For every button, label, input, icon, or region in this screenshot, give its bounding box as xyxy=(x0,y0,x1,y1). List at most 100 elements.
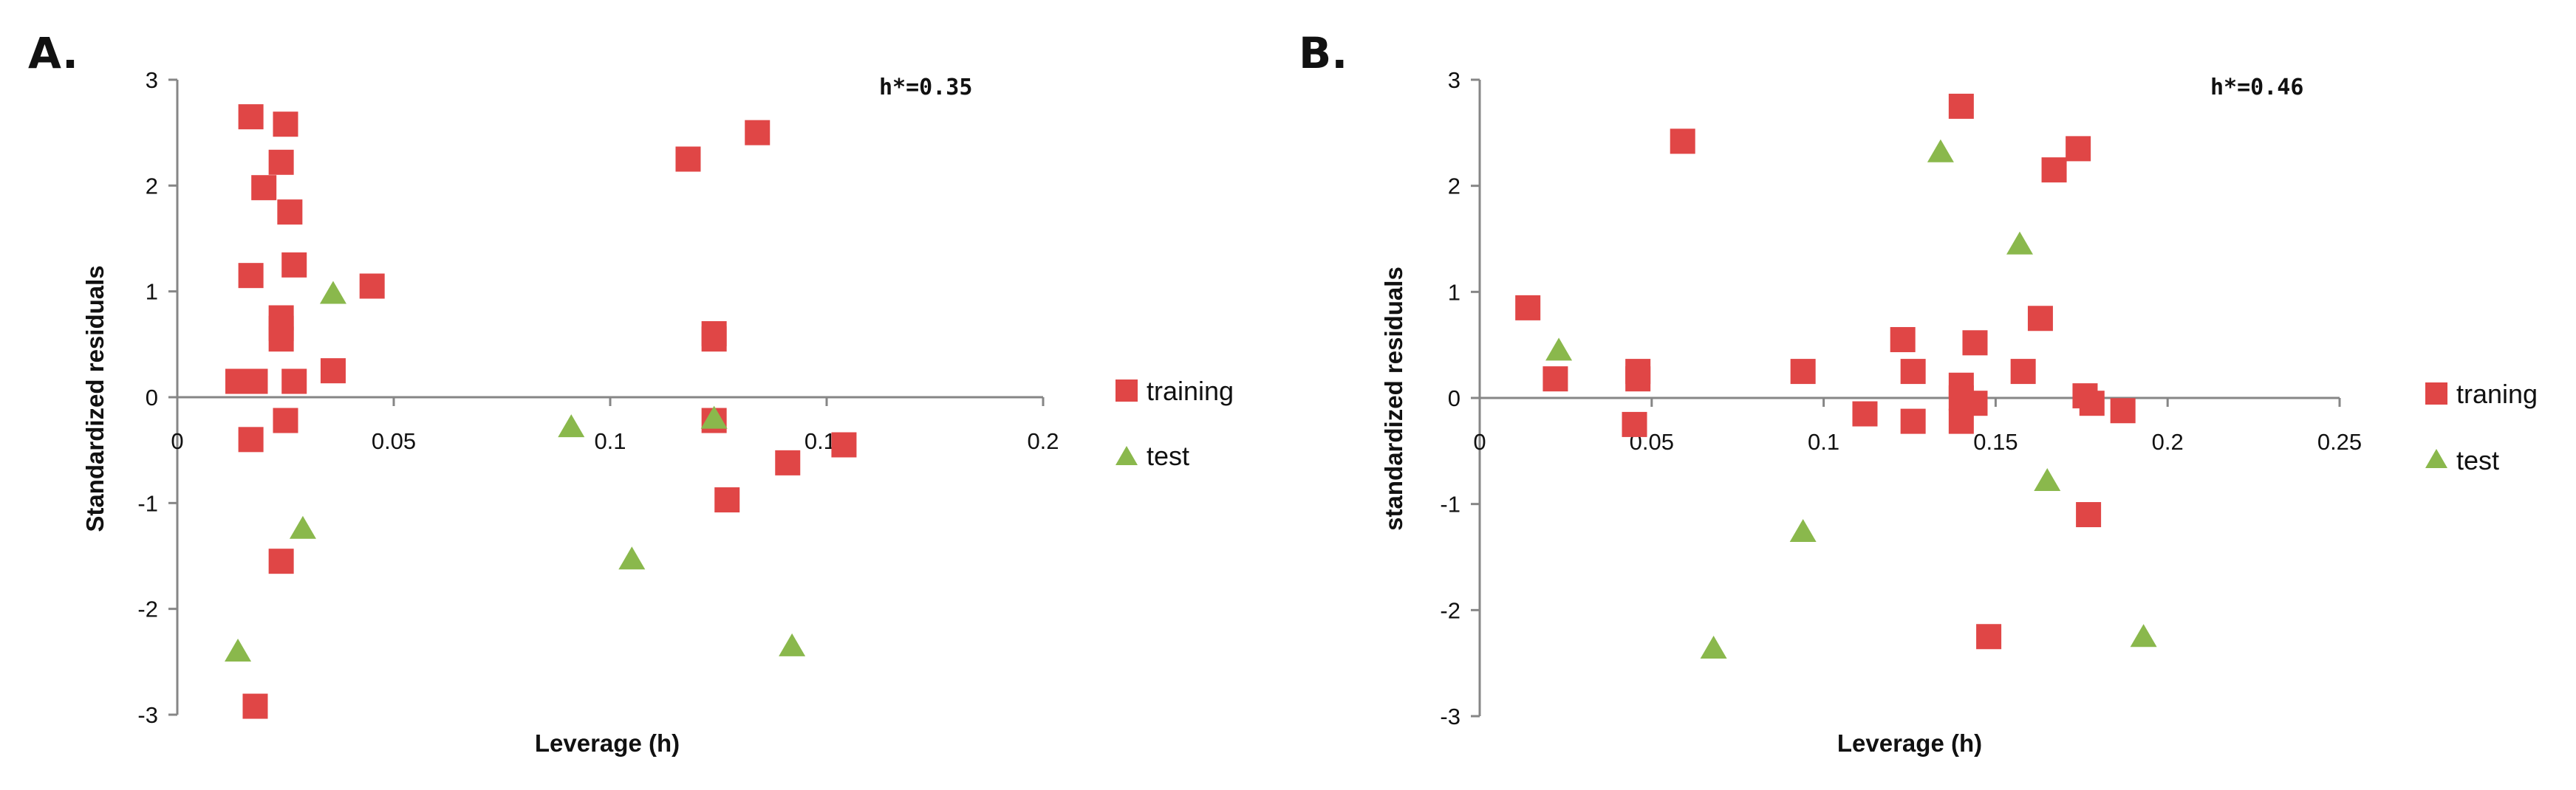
panel-a-training-point-7 xyxy=(238,263,264,289)
panel-a-training-point-19 xyxy=(242,693,268,719)
panel-a-test-point-1 xyxy=(319,281,346,304)
panel-b-legend-test-label: test xyxy=(2456,445,2499,475)
panel-b-y-tick-label-neg1: -1 xyxy=(1440,492,1460,518)
panel-b-training-point-19 xyxy=(2010,359,2036,385)
panel-b-x-tick-label-0p25: 0.25 xyxy=(2317,429,2362,455)
panel-a-y-tick-label-neg2: -2 xyxy=(137,597,158,622)
panel-b-y-tick-label-neg3: -3 xyxy=(1440,704,1460,729)
panel-b-training-point-25 xyxy=(2110,398,2136,424)
panel-a-test-point-3 xyxy=(225,639,252,662)
panel-b-x-tick-label-0p15: 0.15 xyxy=(1973,429,2018,455)
panel-b-training-point-2 xyxy=(1670,128,1695,154)
panel-b-legend: traning test xyxy=(2425,379,2538,475)
panel-a-data-points xyxy=(225,104,857,719)
panel-b-test-point-2 xyxy=(1927,139,1954,162)
panel-a-training-point-23 xyxy=(701,326,727,352)
panel-b-training-point-11 xyxy=(1900,408,1926,434)
panel-b-training-point-22 xyxy=(2066,136,2091,162)
panel-b-y-tick-label-neg2: -2 xyxy=(1440,597,1460,623)
panel-a-x-axis-title: Leverage (h) xyxy=(535,729,680,757)
panel-b-training-point-10 xyxy=(1900,359,1926,385)
panel-a-legend: training test xyxy=(1116,376,1234,471)
panel-a-training-point-27 xyxy=(831,432,857,458)
panel-b-threshold-annotation: h*=0.46 xyxy=(2210,75,2303,100)
panel-b-y-tick-label-1: 1 xyxy=(1448,279,1460,305)
panel-b-test-point-3 xyxy=(2006,231,2033,255)
panel-b-training-point-3 xyxy=(1542,366,1568,392)
panel-b-axes xyxy=(1471,78,2341,718)
panel-b-training-point-7 xyxy=(1790,359,1816,385)
panel-b-x-tick-label-0p1: 0.1 xyxy=(1808,429,1839,455)
panel-a-x-tick-label-0: 0 xyxy=(171,428,183,454)
panel-a-training-point-11 xyxy=(268,326,294,352)
panel-a-test-point-7 xyxy=(779,633,806,656)
panel-b-legend-training-marker xyxy=(2425,382,2447,405)
panel-a-training-point-3 xyxy=(268,149,294,175)
panel-b-legend-test-marker xyxy=(2425,449,2447,468)
panel-b-training-point-20 xyxy=(2027,306,2053,332)
panel-a: A. h*=0.35 Standardized residuals Levera… xyxy=(28,28,1234,757)
panel-b: B. h*=0.46 standardized residuals Levera… xyxy=(1299,28,2538,757)
panel-b-x-axis-title: Leverage (h) xyxy=(1837,729,1982,757)
panel-b-training-point-8 xyxy=(1852,401,1878,427)
panel-a-y-tick-label-neg3: -3 xyxy=(137,702,158,728)
panel-a-training-point-4 xyxy=(251,175,277,201)
panel-a-training-point-15 xyxy=(281,368,307,394)
panel-a-training-point-17 xyxy=(238,427,264,453)
panel-b-label: B. xyxy=(1299,28,1347,78)
panel-b-y-tick-label-2: 2 xyxy=(1448,174,1460,199)
panel-b-training-point-21 xyxy=(2041,157,2067,183)
panel-b-y-tick-label-3: 3 xyxy=(1448,67,1460,93)
panel-a-legend-test-marker xyxy=(1116,446,1138,465)
panel-b-y-axis-title: standardized residuals xyxy=(1380,267,1407,531)
panel-a-y-tick-label-neg1: -1 xyxy=(137,490,158,516)
panel-b-y-tick-label-0: 0 xyxy=(1448,385,1460,411)
panel-a-test-point-5 xyxy=(618,546,646,570)
panel-b-training-point-18 xyxy=(1976,624,2002,650)
panel-a-test-point-2 xyxy=(289,515,316,539)
panel-b-test-point-6 xyxy=(1700,636,1727,659)
panel-a-y-tick-label-1: 1 xyxy=(146,279,158,305)
panel-a-training-point-14 xyxy=(242,368,268,394)
panel-a-axes xyxy=(168,78,1045,716)
panel-b-training-point-1 xyxy=(1515,295,1541,320)
panel-a-training-point-25 xyxy=(714,487,740,513)
panel-b-x-tick-label-0p2: 0.2 xyxy=(2152,429,2184,455)
panel-a-legend-test-label: test xyxy=(1147,441,1189,471)
panel-a-test-point-4 xyxy=(558,414,585,438)
panel-a-y-axis-title: Standardized residuals xyxy=(81,265,109,532)
panel-a-y-tick-label-2: 2 xyxy=(146,173,158,199)
panel-b-training-point-26 xyxy=(2076,502,2102,528)
panel-b-training-point-6 xyxy=(1622,411,1647,437)
panel-a-x-tick-label-0p05: 0.05 xyxy=(372,428,416,454)
panel-b-training-point-24 xyxy=(2079,391,2105,416)
panel-a-legend-training-label: training xyxy=(1147,376,1234,406)
panel-a-legend-training-marker xyxy=(1116,379,1138,402)
panel-a-test-point-6 xyxy=(700,405,728,429)
panel-a-training-point-2 xyxy=(273,111,298,137)
panel-a-training-point-18 xyxy=(268,549,294,574)
panel-b-training-point-12 xyxy=(1948,93,1974,119)
panel-a-label: A. xyxy=(28,28,78,78)
panel-b-legend-training-label: traning xyxy=(2456,379,2538,409)
panel-b-training-point-16 xyxy=(1962,391,1988,416)
panel-a-training-point-8 xyxy=(359,273,385,299)
panel-b-training-point-17 xyxy=(1962,330,1988,356)
panel-b-x-tick-label-0: 0 xyxy=(1473,429,1486,455)
panel-a-y-tick-label-3: 3 xyxy=(146,67,158,93)
panel-b-training-point-5 xyxy=(1625,366,1651,392)
panel-a-training-point-12 xyxy=(320,358,346,384)
panel-a-training-point-20 xyxy=(675,146,701,172)
panel-a-x-tick-label-0p1: 0.1 xyxy=(594,428,626,454)
panel-a-training-point-6 xyxy=(281,252,307,278)
panel-a-y-tick-label-0: 0 xyxy=(146,385,158,411)
panel-b-test-point-5 xyxy=(1789,519,1817,543)
panel-b-data-points xyxy=(1515,93,2157,659)
panel-a-training-point-16 xyxy=(273,408,298,433)
panel-b-training-point-9 xyxy=(1890,326,1916,352)
panel-a-threshold-annotation: h*=0.35 xyxy=(879,75,972,100)
panel-b-test-point-1 xyxy=(1545,337,1573,361)
